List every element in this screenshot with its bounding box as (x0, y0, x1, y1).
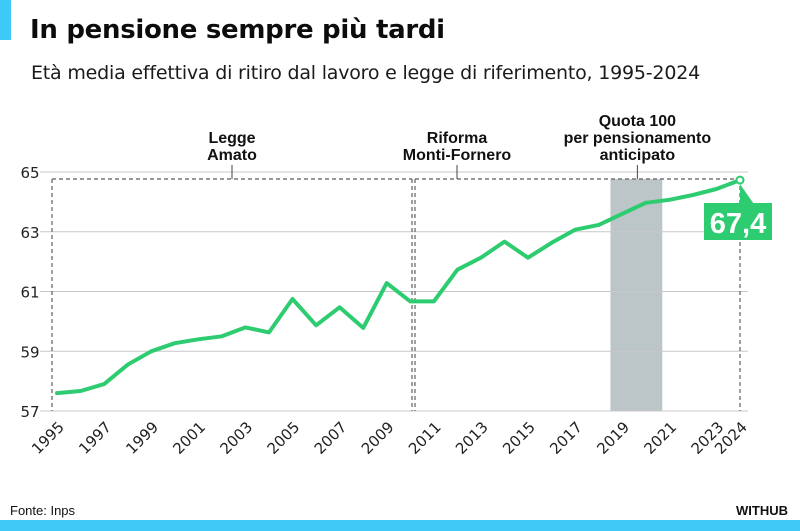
source-note: Fonte: Inps (10, 503, 76, 518)
y-tick-label: 59 (20, 343, 39, 361)
x-tick-label: 2013 (452, 418, 492, 458)
x-tick-label: 2015 (499, 418, 539, 458)
band-layer (610, 179, 663, 411)
bottom-accent-bar (0, 520, 800, 531)
y-tick-label: 57 (20, 403, 39, 421)
chart-title: In pensione sempre più tardi (30, 15, 445, 45)
annotation-label: Legge (208, 130, 255, 147)
series-line (55, 178, 742, 396)
x-tick-label: 2019 (593, 418, 633, 458)
x-tick-label: 2017 (546, 418, 586, 458)
series-layer (55, 178, 742, 396)
quota-100-band (610, 179, 663, 411)
annotation-label: Monti-Fornero (403, 147, 512, 164)
end-value-label: 67,4 (710, 208, 766, 240)
end-label-layer: 67,4 (704, 175, 772, 240)
x-tick-label: 2005 (264, 418, 304, 458)
annotation-label: per pensionamento (564, 130, 712, 147)
end-value-box (704, 203, 772, 240)
annotation-label: anticipato (600, 147, 676, 164)
annotation-label: Amato (207, 147, 257, 164)
end-point-marker (735, 175, 745, 185)
x-axis-ticks: 1995 1997 1999 2001 2003 2005 2007 2009 2011 2013… (28, 418, 751, 458)
y-tick-label: 63 (20, 224, 39, 242)
end-label-pointer (740, 184, 754, 205)
accent-bar (0, 0, 11, 40)
x-tick-label: 2001 (169, 418, 209, 458)
x-tick-label: 1999 (122, 418, 162, 458)
x-tick-label: 1995 (28, 418, 68, 458)
x-tick-label: 2011 (405, 418, 445, 458)
annotation-label: Quota 100 (599, 113, 676, 130)
y-axis-ticks: 57 59 61 63 65 (20, 164, 39, 421)
x-tick-label: 1997 (75, 418, 115, 458)
y-tick-label: 61 (20, 284, 39, 302)
grid-layer (40, 171, 748, 412)
y-tick-label: 65 (20, 164, 39, 182)
x-tick-label: 2021 (640, 418, 680, 458)
x-tick-label: 2003 (217, 418, 257, 458)
chart-subtitle: Età media effettiva di ritiro dal lavoro… (31, 62, 700, 84)
brand-logo: WITHUB (736, 503, 788, 518)
x-tick-label: 2009 (358, 418, 398, 458)
x-tick-label: 2007 (311, 418, 351, 458)
annotation-label: Riforma (427, 130, 488, 147)
